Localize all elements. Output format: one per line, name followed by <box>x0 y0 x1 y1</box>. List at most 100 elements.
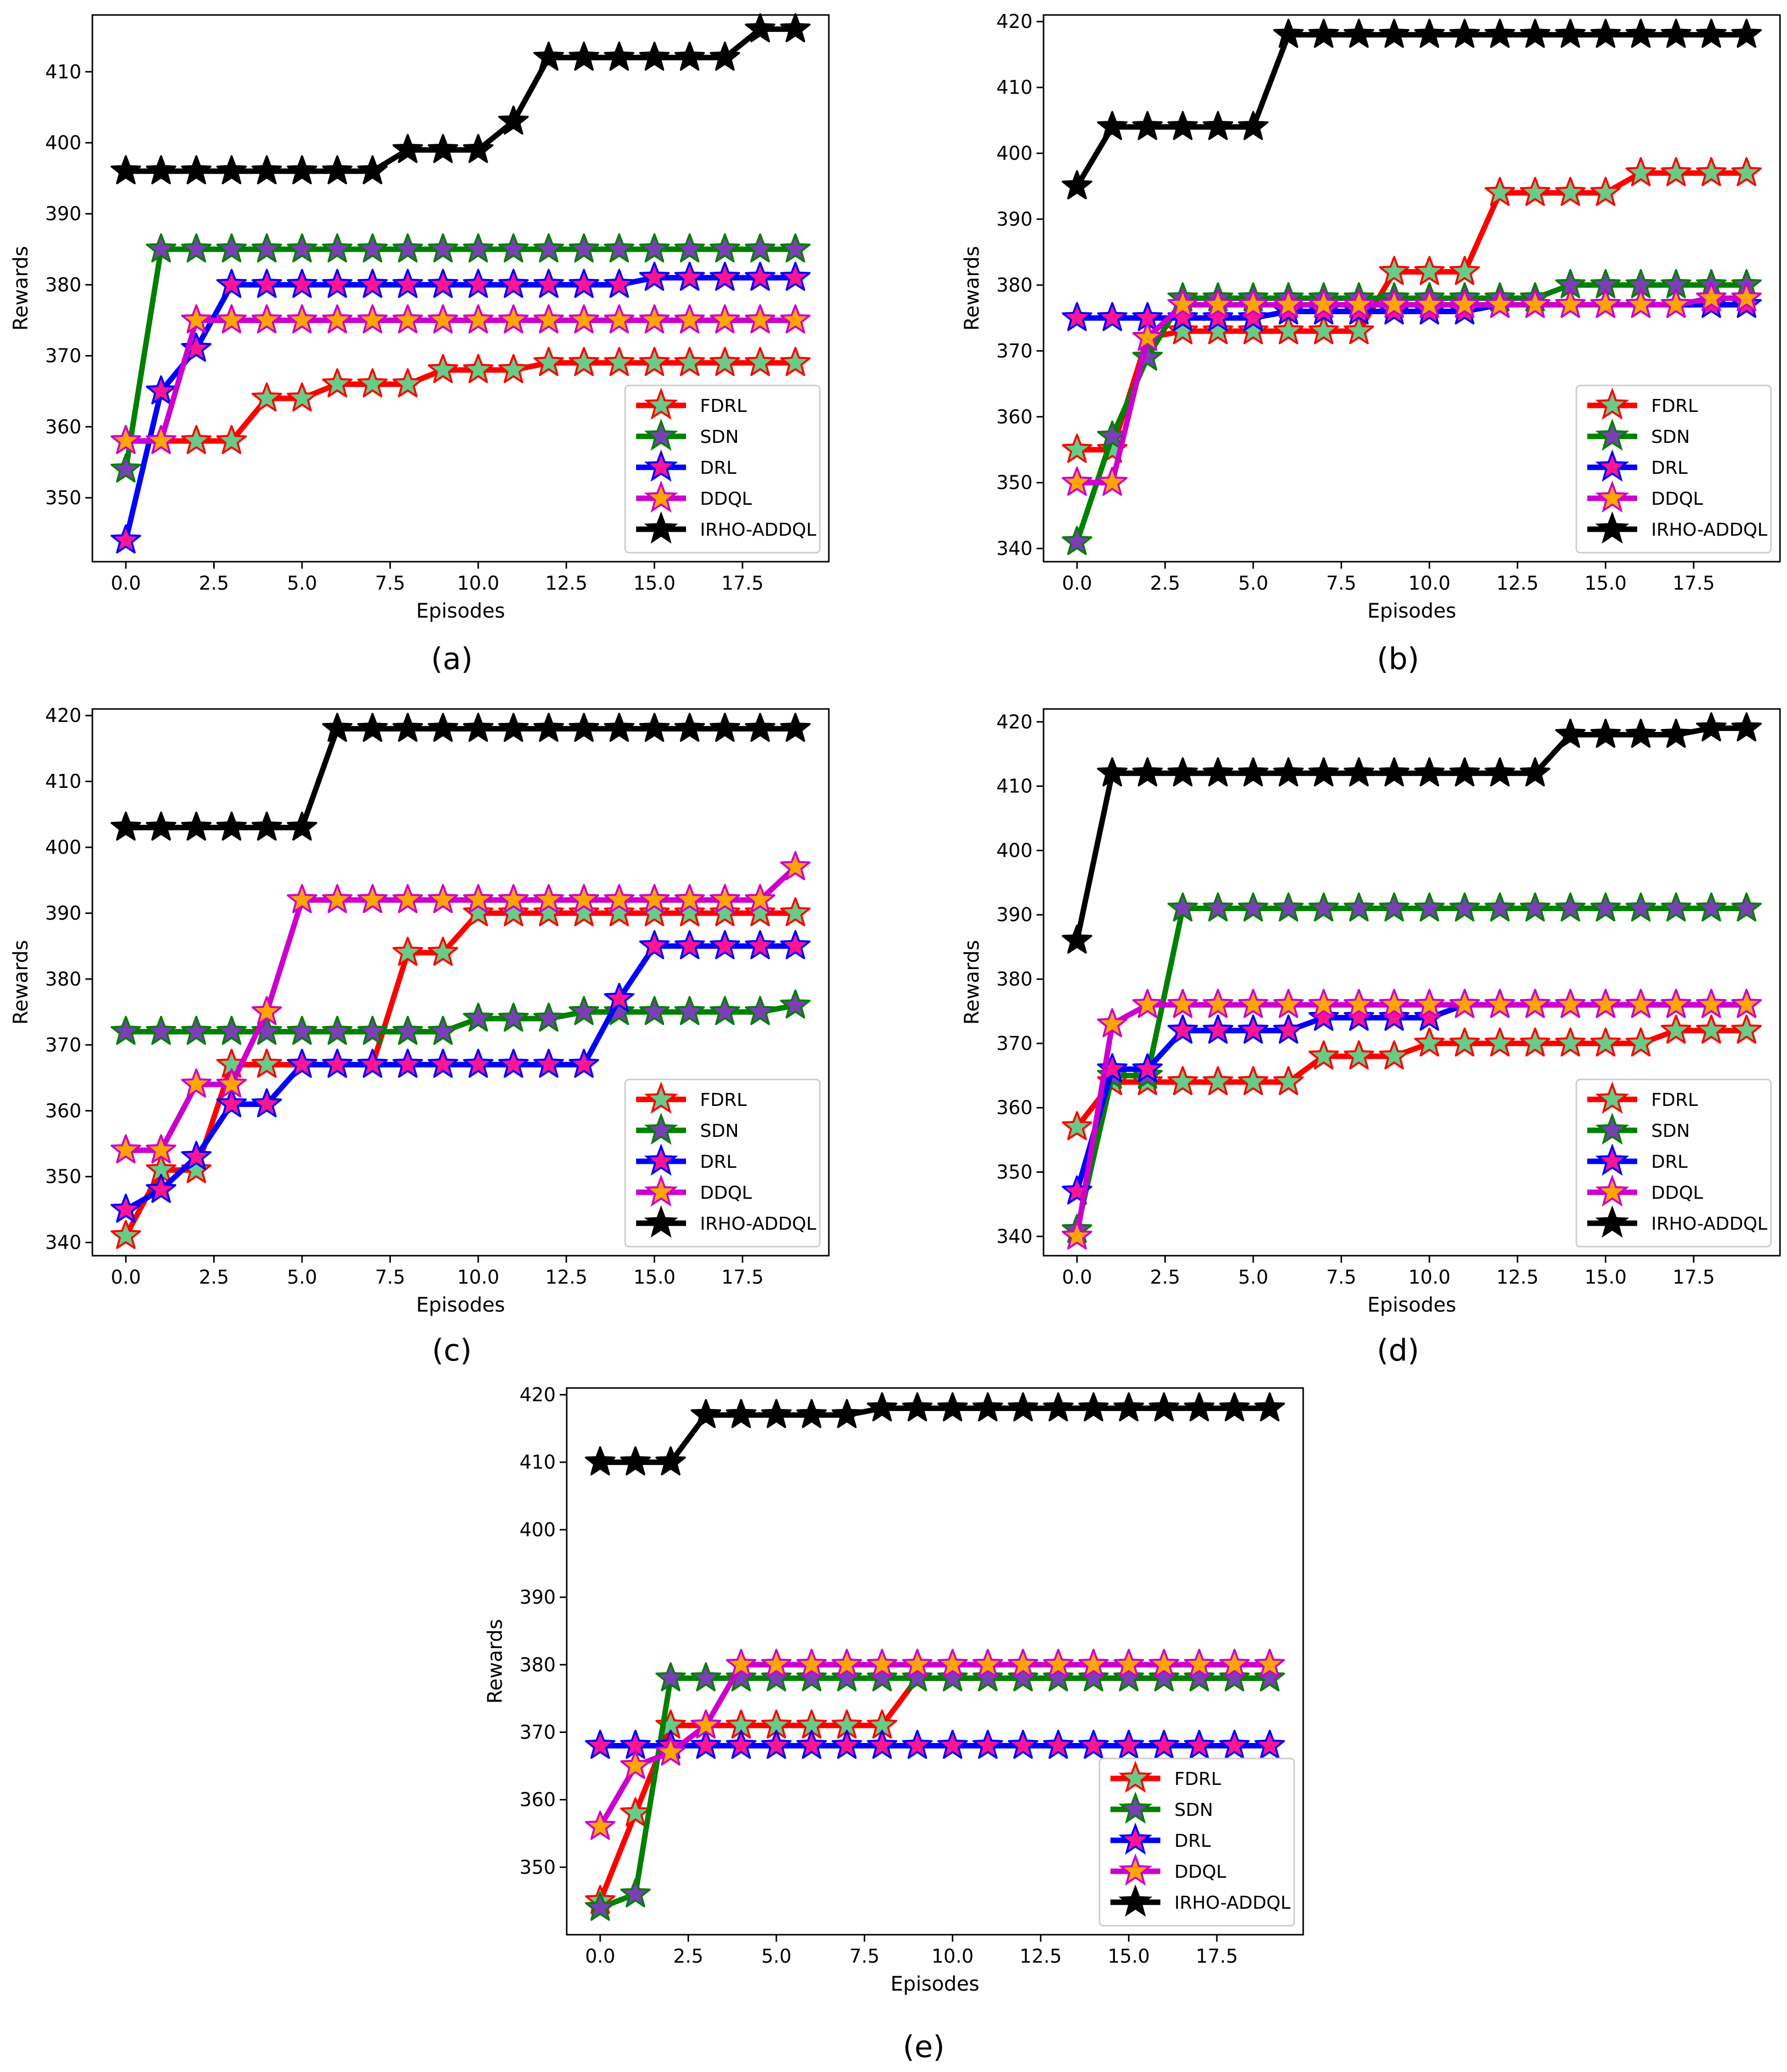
y-tick-label: 390 <box>45 203 81 225</box>
legend-marker <box>644 480 678 513</box>
data-point <box>1731 157 1762 186</box>
data-point <box>392 884 423 913</box>
data-point <box>1308 757 1339 787</box>
data-point <box>392 134 423 163</box>
chart-d: 0.0 2.5 5.0 7.5 10.0 12.5 15.0 17.5 340 350 360 370… <box>961 708 1781 1368</box>
data-point <box>674 897 705 927</box>
data-point <box>1696 989 1727 1018</box>
data-point <box>1555 718 1586 748</box>
x-tick-label: 0.0 <box>111 572 141 594</box>
data-point <box>392 937 423 966</box>
data-point <box>1661 289 1692 318</box>
data-point <box>937 1392 968 1421</box>
data-point <box>867 1662 898 1692</box>
data-point <box>725 1729 756 1759</box>
data-point <box>780 989 811 1019</box>
data-point <box>1414 289 1445 318</box>
data-point <box>639 304 670 334</box>
data-point <box>1184 1649 1215 1678</box>
y-tick-label: 350 <box>45 487 81 509</box>
data-point <box>780 346 811 376</box>
data-point <box>110 453 141 483</box>
plot-area <box>1043 14 1781 563</box>
data-point <box>1449 989 1480 1018</box>
data-point <box>357 368 388 397</box>
data-point <box>146 233 177 263</box>
panel-label: (c) <box>432 1333 472 1368</box>
series-irho-addql <box>1062 712 1762 954</box>
data-point <box>110 1134 141 1164</box>
chart-e: 0.0 2.5 5.0 7.5 10.0 12.5 15.0 17.5 350 360 370 380… <box>484 1384 1304 2065</box>
data-point <box>1414 1027 1445 1057</box>
data-point <box>1344 1040 1375 1069</box>
data-point <box>1167 289 1198 318</box>
legend: FDRL SDN DRL DDQL IRHO-ADDQL <box>1098 1757 1295 1927</box>
data-point <box>710 41 740 71</box>
data-point <box>1254 1392 1285 1421</box>
data-point <box>1555 289 1586 318</box>
data-point <box>1167 989 1198 1018</box>
y-tick-label: 390 <box>996 904 1033 926</box>
data-point <box>110 811 141 841</box>
data-point <box>533 1003 564 1032</box>
data-point <box>1344 1002 1375 1031</box>
x-tick-label: 12.5 <box>545 1266 588 1288</box>
y-tick-label: 410 <box>996 775 1033 797</box>
data-point <box>604 233 635 263</box>
data-point <box>1238 289 1269 318</box>
data-point <box>780 897 811 927</box>
data-point <box>287 269 318 298</box>
data-point <box>533 346 564 376</box>
series-ddql <box>1062 989 1762 1250</box>
data-point <box>1414 892 1445 922</box>
data-point <box>1484 892 1515 922</box>
data-point <box>216 269 247 298</box>
y-tick-label: 380 <box>45 968 81 990</box>
data-point <box>533 884 564 913</box>
data-point <box>1590 18 1621 48</box>
data-point <box>674 262 705 291</box>
data-point <box>463 884 494 913</box>
data-point <box>744 884 775 913</box>
data-point <box>181 304 212 334</box>
legend-marker <box>644 418 678 451</box>
data-point <box>867 1729 898 1759</box>
data-point <box>744 897 775 927</box>
data-point <box>1308 892 1339 922</box>
data-point <box>761 1729 792 1759</box>
data-point <box>1731 892 1762 922</box>
data-point <box>110 425 141 454</box>
data-point <box>1731 282 1762 312</box>
y-tick-label: 420 <box>996 711 1033 733</box>
data-point <box>1484 177 1515 206</box>
y-tick-label: 410 <box>45 770 81 792</box>
data-point <box>1520 177 1550 206</box>
data-point <box>744 13 775 42</box>
data-point <box>1449 1027 1480 1057</box>
data-point <box>427 134 458 163</box>
data-point <box>427 1048 458 1078</box>
data-point <box>761 1649 792 1678</box>
data-point <box>498 269 529 298</box>
data-point <box>427 304 458 334</box>
y-axis-label: Rewards <box>9 246 32 331</box>
data-point <box>1520 892 1550 922</box>
data-point <box>1148 1649 1179 1678</box>
data-point <box>620 1750 651 1779</box>
data-point <box>1202 892 1233 922</box>
data-point <box>1414 256 1445 285</box>
data-point <box>761 1399 792 1428</box>
x-tick-label: 0.0 <box>1062 572 1092 594</box>
data-point <box>287 233 318 263</box>
data-point <box>251 233 282 263</box>
data-point <box>569 346 599 376</box>
legend-box <box>1575 384 1772 554</box>
data-point <box>655 1446 686 1475</box>
data-point <box>322 1016 353 1045</box>
x-tick-label: 5.0 <box>287 1266 317 1288</box>
data-point <box>287 884 318 913</box>
data-point <box>569 996 599 1026</box>
series-sdn <box>110 989 811 1045</box>
x-tick-label: 10.0 <box>457 1266 499 1288</box>
